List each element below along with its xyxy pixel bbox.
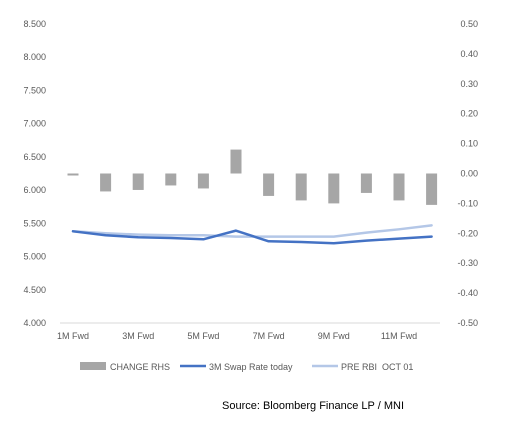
change-bar [263,173,275,196]
left-tick-label: 4.000 [23,318,46,328]
left-axis: 4.000 4.500 5.000 5.500 6.000 6.500 7.000 7.500… [23,19,46,328]
left-tick-label: 6.000 [23,185,46,195]
left-tick-label: 7.000 [23,119,46,129]
right-tick-label: -0.40 [457,288,478,298]
x-tick-label: 7M Fwd [253,331,285,341]
change-bar [132,173,144,190]
change-bar [360,173,372,193]
x-tick-label: 9M Fwd [318,331,350,341]
change-bar [328,173,340,204]
left-tick-label: 5.000 [23,252,46,262]
change-bar [426,173,438,205]
left-tick-label: 8.500 [23,19,46,29]
change-bar [67,173,79,176]
bar-series [67,149,438,205]
x-axis: 1M Fwd 3M Fwd 5M Fwd 7M Fwd 9M Fwd 11M Fwd [57,331,417,341]
right-tick-label: -0.50 [457,318,478,328]
left-tick-label: 8.000 [23,52,46,62]
swap-rate-line [71,229,433,245]
change-bar [100,173,112,192]
right-tick-label: 0.50 [460,19,478,29]
x-tick-label: 11M Fwd [381,331,417,341]
x-tick-label: 5M Fwd [187,331,219,341]
change-bar [197,173,209,189]
change-bar [165,173,177,186]
right-tick-label: -0.10 [457,198,478,208]
legend-label-swap: 3M Swap Rate today [209,362,293,372]
source-note: Source: Bloomberg Finance LP / MNI [222,400,404,412]
change-bar [230,149,242,174]
right-axis: -0.50 -0.40 -0.30 -0.20 -0.10 0.00 0.10 0.20 0.3… [457,19,478,328]
left-tick-label: 7.500 [23,85,46,95]
change-bar [393,173,405,201]
line-series [71,224,433,245]
legend-swatch-change [80,362,106,370]
right-tick-label: 0.20 [460,109,478,119]
x-tick-label: 3M Fwd [122,331,154,341]
right-tick-label: 0.00 [460,169,478,179]
right-tick-label: 0.30 [460,79,478,89]
right-tick-label: -0.30 [457,258,478,268]
right-tick-label: -0.20 [457,228,478,238]
legend: CHANGE RHS 3M Swap Rate today PRE RBI OC… [80,362,413,372]
x-tick-label: 1M Fwd [57,331,89,341]
left-tick-label: 6.500 [23,152,46,162]
right-tick-label: 0.40 [460,49,478,59]
legend-label-change: CHANGE RHS [110,362,170,372]
right-tick-label: 0.10 [460,139,478,149]
legend-label-prerbi: PRE RBI OCT 01 [341,362,413,372]
left-tick-label: 4.500 [23,285,46,295]
change-bar [295,173,307,201]
left-tick-label: 5.500 [23,218,46,228]
